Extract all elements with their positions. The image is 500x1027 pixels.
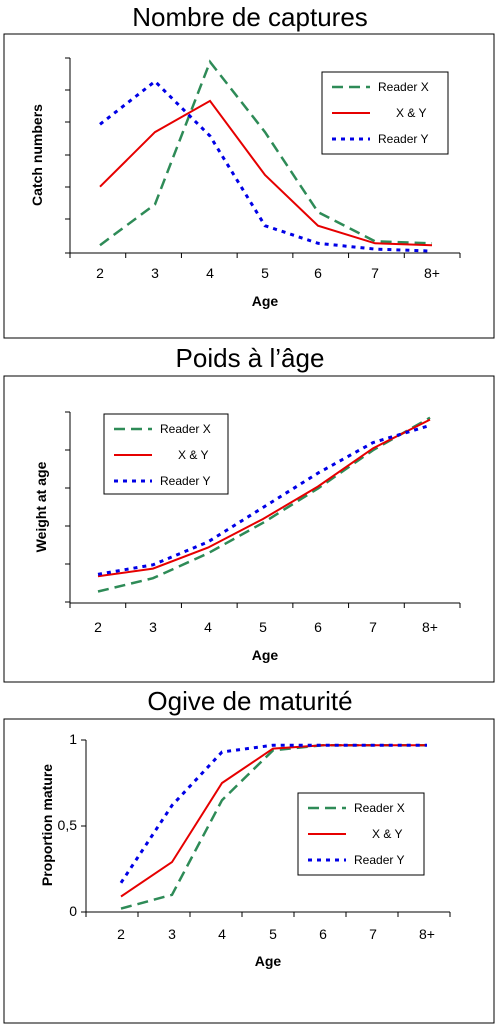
series-line-reader-x [97,416,431,593]
x-tick-label: 3 [149,619,157,635]
x-tick-label: 7 [369,619,377,635]
x-tick-label: 6 [314,265,322,281]
y-tick-label: 0,5 [58,817,78,833]
x-tick-label: 2 [117,926,125,942]
chart-panel-weight: 2 3 4 5 6 7 8+ Age Weight at age Reader X X & Y Rea… [0,342,500,685]
y-tick-label: 1 [69,731,77,747]
legend-label: Reader X [378,80,429,94]
x-axis-label: Age [252,647,279,663]
x-tick-label: 4 [204,619,212,635]
y-axis-label: Weight at age [33,461,49,552]
series-line-reader-y [99,79,433,253]
x-tick-label: 7 [371,265,379,281]
x-tick-label: 8+ [424,265,440,281]
x-tick-label: 4 [218,926,226,942]
x-tick-label: 8+ [422,619,438,635]
legend-label: X & Y [178,448,208,462]
series-line-x-y [99,99,433,247]
x-tick-label: 5 [261,265,269,281]
x-tick-label: 5 [259,619,267,635]
chart-title: Poids à l’âge [0,343,500,373]
legend-label: Reader Y [354,853,404,867]
x-tick-label: 5 [269,926,277,942]
x-tick-label: 6 [314,619,322,635]
x-axis-label: Age [252,293,279,309]
y-axis-label: Catch numbers [29,104,45,206]
series-line-reader-y [97,423,431,576]
x-tick-label: 7 [369,926,377,942]
series-line-reader-y [119,743,427,884]
legend-label: Reader X [160,422,211,436]
y-tick-label: 0 [69,903,77,919]
chart-maturity: 0 0,5 1 2 3 4 5 6 7 8+ Age Proportion mature Reader … [3,718,495,1024]
legend-label: Reader Y [378,132,428,146]
x-tick-label: 2 [96,265,104,281]
x-tick-label: 3 [151,265,159,281]
x-axis-label: Age [255,953,282,969]
series-line-x-y [97,418,431,578]
x-tick-label: 6 [319,926,327,942]
legend-label: X & Y [396,106,426,120]
x-tick-label: 8+ [419,926,435,942]
x-tick-label: 2 [94,619,102,635]
legend-label: Reader X [354,801,405,815]
y-axis-label: Proportion mature [39,764,55,886]
chart-weight: 2 3 4 5 6 7 8+ Age Weight at age Reader X X & Y Rea… [3,375,495,683]
chart-panel-catch: 2 3 4 5 6 7 8+ Age Catch numbers Reader X X & Y Rea… [0,0,500,342]
chart-title: Ogive de maturité [0,686,500,716]
chart-panel-maturity: 0 0,5 1 2 3 4 5 6 7 8+ Age Proportion mature Reader … [0,685,500,1027]
chart-catch: 2 3 4 5 6 7 8+ Age Catch numbers Reader X X & Y Rea… [3,33,495,339]
x-tick-label: 3 [168,926,176,942]
x-tick-label: 4 [206,265,214,281]
chart-title: Nombre de captures [0,2,500,32]
legend-label: Reader Y [160,474,210,488]
legend-label: X & Y [372,827,402,841]
series-line-reader-x [99,59,433,247]
